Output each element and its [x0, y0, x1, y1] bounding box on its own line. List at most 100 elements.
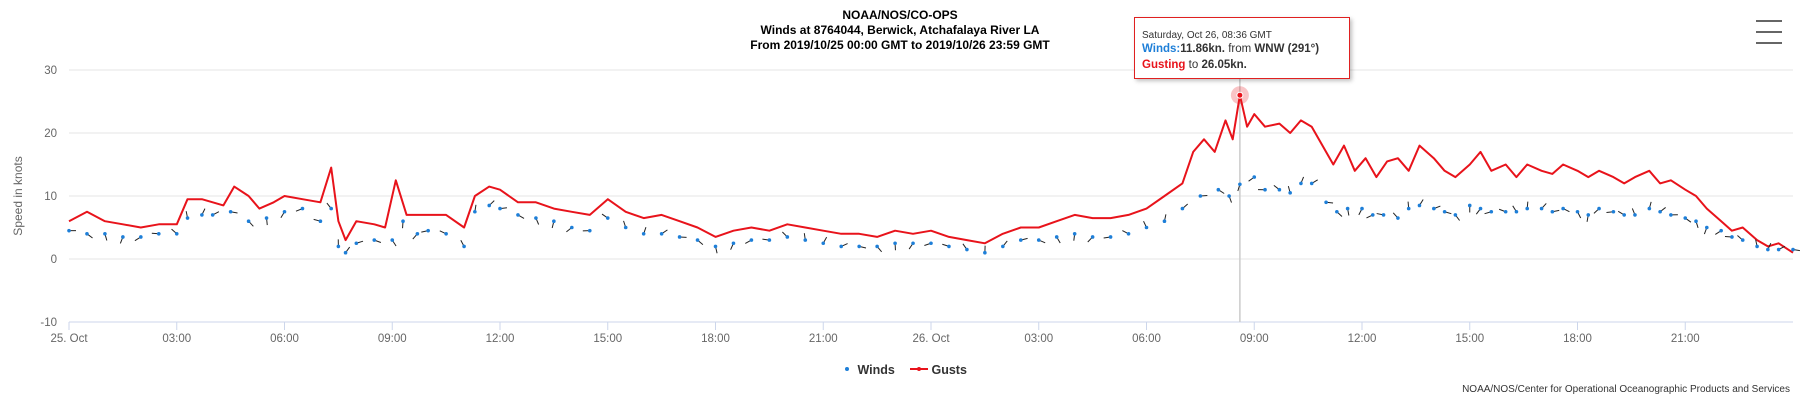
wind-point	[821, 241, 826, 246]
wind-point	[1090, 235, 1095, 239]
wind-point	[1417, 203, 1422, 208]
wind-point	[1633, 213, 1637, 217]
wind-point	[731, 241, 736, 246]
wind-point	[1162, 219, 1167, 223]
wind-point	[1335, 209, 1339, 214]
wind-point	[1238, 182, 1242, 187]
wind-point	[1277, 187, 1282, 192]
tooltip-to-text: to	[1188, 59, 1199, 71]
wind-point	[401, 219, 405, 223]
wind-point	[103, 232, 107, 236]
x-tick-label: 25. Oct	[50, 333, 88, 345]
x-tick-label: 18:00	[701, 333, 730, 345]
wind-point	[1683, 216, 1688, 220]
wind-point	[947, 244, 951, 249]
wind-point	[516, 213, 520, 217]
wind-point	[1478, 206, 1483, 211]
wind-point	[1453, 213, 1458, 217]
wind-point	[1539, 206, 1544, 211]
wind-point	[1550, 209, 1555, 214]
wind-point	[85, 232, 89, 236]
wind-point	[695, 238, 700, 242]
chart-menu-icon[interactable]	[1752, 16, 1786, 48]
wind-point	[875, 244, 879, 249]
tooltip-date: Saturday, Oct 26, 08:36 GMT	[1142, 30, 1272, 41]
wind-point	[1360, 206, 1364, 211]
wind-point	[343, 250, 348, 255]
x-tick-label: 06:00	[270, 333, 299, 345]
wind-point	[1345, 206, 1350, 211]
chart-title-line-3: From 2019/10/25 00:00 GMT to 2019/10/26 …	[750, 38, 1050, 52]
wind-point	[677, 235, 682, 239]
wind-point	[570, 225, 574, 230]
y-tick-label: 30	[44, 65, 57, 77]
wind-point	[473, 209, 477, 214]
wind-point	[1018, 238, 1023, 242]
wind-point	[1180, 206, 1185, 211]
wind-point	[1694, 219, 1698, 223]
wind-point	[1396, 216, 1400, 220]
wind-point	[336, 244, 341, 249]
wind-point	[1597, 206, 1601, 211]
x-tick-label: 12:00	[1348, 333, 1377, 345]
wind-point	[372, 238, 377, 242]
credit-text: NOAA/NOS/Center for Operational Oceanogr…	[1462, 384, 1790, 395]
wind-point	[1622, 213, 1626, 217]
wind-point	[1406, 206, 1411, 211]
wind-point	[857, 244, 861, 249]
wind-point	[1216, 187, 1221, 192]
legend-winds-label: Winds	[857, 363, 895, 377]
wind-point	[552, 219, 556, 223]
x-tick-label: 09:00	[378, 333, 407, 345]
legend-item-winds[interactable]: Winds	[840, 362, 895, 377]
wind-point	[1370, 213, 1375, 217]
wind-point	[426, 228, 430, 233]
x-tick-label: 26. Oct	[912, 333, 950, 345]
legend-item-gusts[interactable]: Gusts	[910, 362, 967, 377]
x-tick-label: 03:00	[162, 333, 191, 345]
wind-point	[767, 238, 772, 242]
tooltip-gust-row: Gusting to 26.05kn.	[1142, 58, 1247, 73]
wind-point	[605, 216, 610, 220]
wind-point	[641, 232, 646, 236]
wind-point	[1776, 247, 1781, 252]
wind-point	[713, 244, 718, 249]
wind-point	[444, 232, 448, 236]
wind-point	[929, 241, 933, 246]
wind-point	[185, 216, 190, 220]
wind-point	[1263, 187, 1267, 192]
wind-point	[121, 235, 125, 239]
wind-point	[1561, 206, 1565, 211]
wind-point	[1108, 235, 1113, 239]
wind-point	[1144, 225, 1149, 230]
chart-title-line-2: Winds at 8764044, Berwick, Atchafalaya R…	[760, 23, 1040, 37]
wind-point	[1072, 232, 1077, 236]
gusts-line	[68, 94, 1794, 254]
wind-point	[67, 228, 71, 233]
wind-point	[587, 228, 592, 233]
y-tick-label: 10	[44, 191, 57, 203]
legend-winds-marker	[845, 367, 849, 371]
chart-title-line-1: NOAA/NOS/CO-OPS	[842, 8, 958, 22]
wind-point	[139, 235, 143, 239]
wind-point	[1054, 235, 1059, 239]
wind-point	[659, 232, 664, 236]
wind-point	[1432, 206, 1436, 211]
legend-gusts-label: Gusts	[931, 363, 967, 377]
tooltip-from-text: from	[1228, 43, 1252, 55]
wind-point	[1299, 181, 1303, 186]
wind-point	[1766, 247, 1770, 252]
wind-point	[749, 238, 754, 242]
wind-point	[1586, 213, 1591, 217]
tooltip-gusting-label: Gusting	[1142, 59, 1186, 71]
wind-point	[1036, 238, 1041, 242]
wind-point	[415, 232, 420, 236]
wind-point	[246, 219, 251, 223]
x-tick-label: 06:00	[1132, 333, 1161, 345]
data-tooltip: Saturday, Oct 26, 08:36 GMT Winds:11.86k…	[1134, 17, 1350, 79]
wind-point	[487, 203, 492, 208]
wind-point	[156, 232, 161, 236]
wind-point	[803, 238, 808, 242]
wind-point	[1669, 213, 1673, 217]
wind-point	[785, 235, 790, 239]
